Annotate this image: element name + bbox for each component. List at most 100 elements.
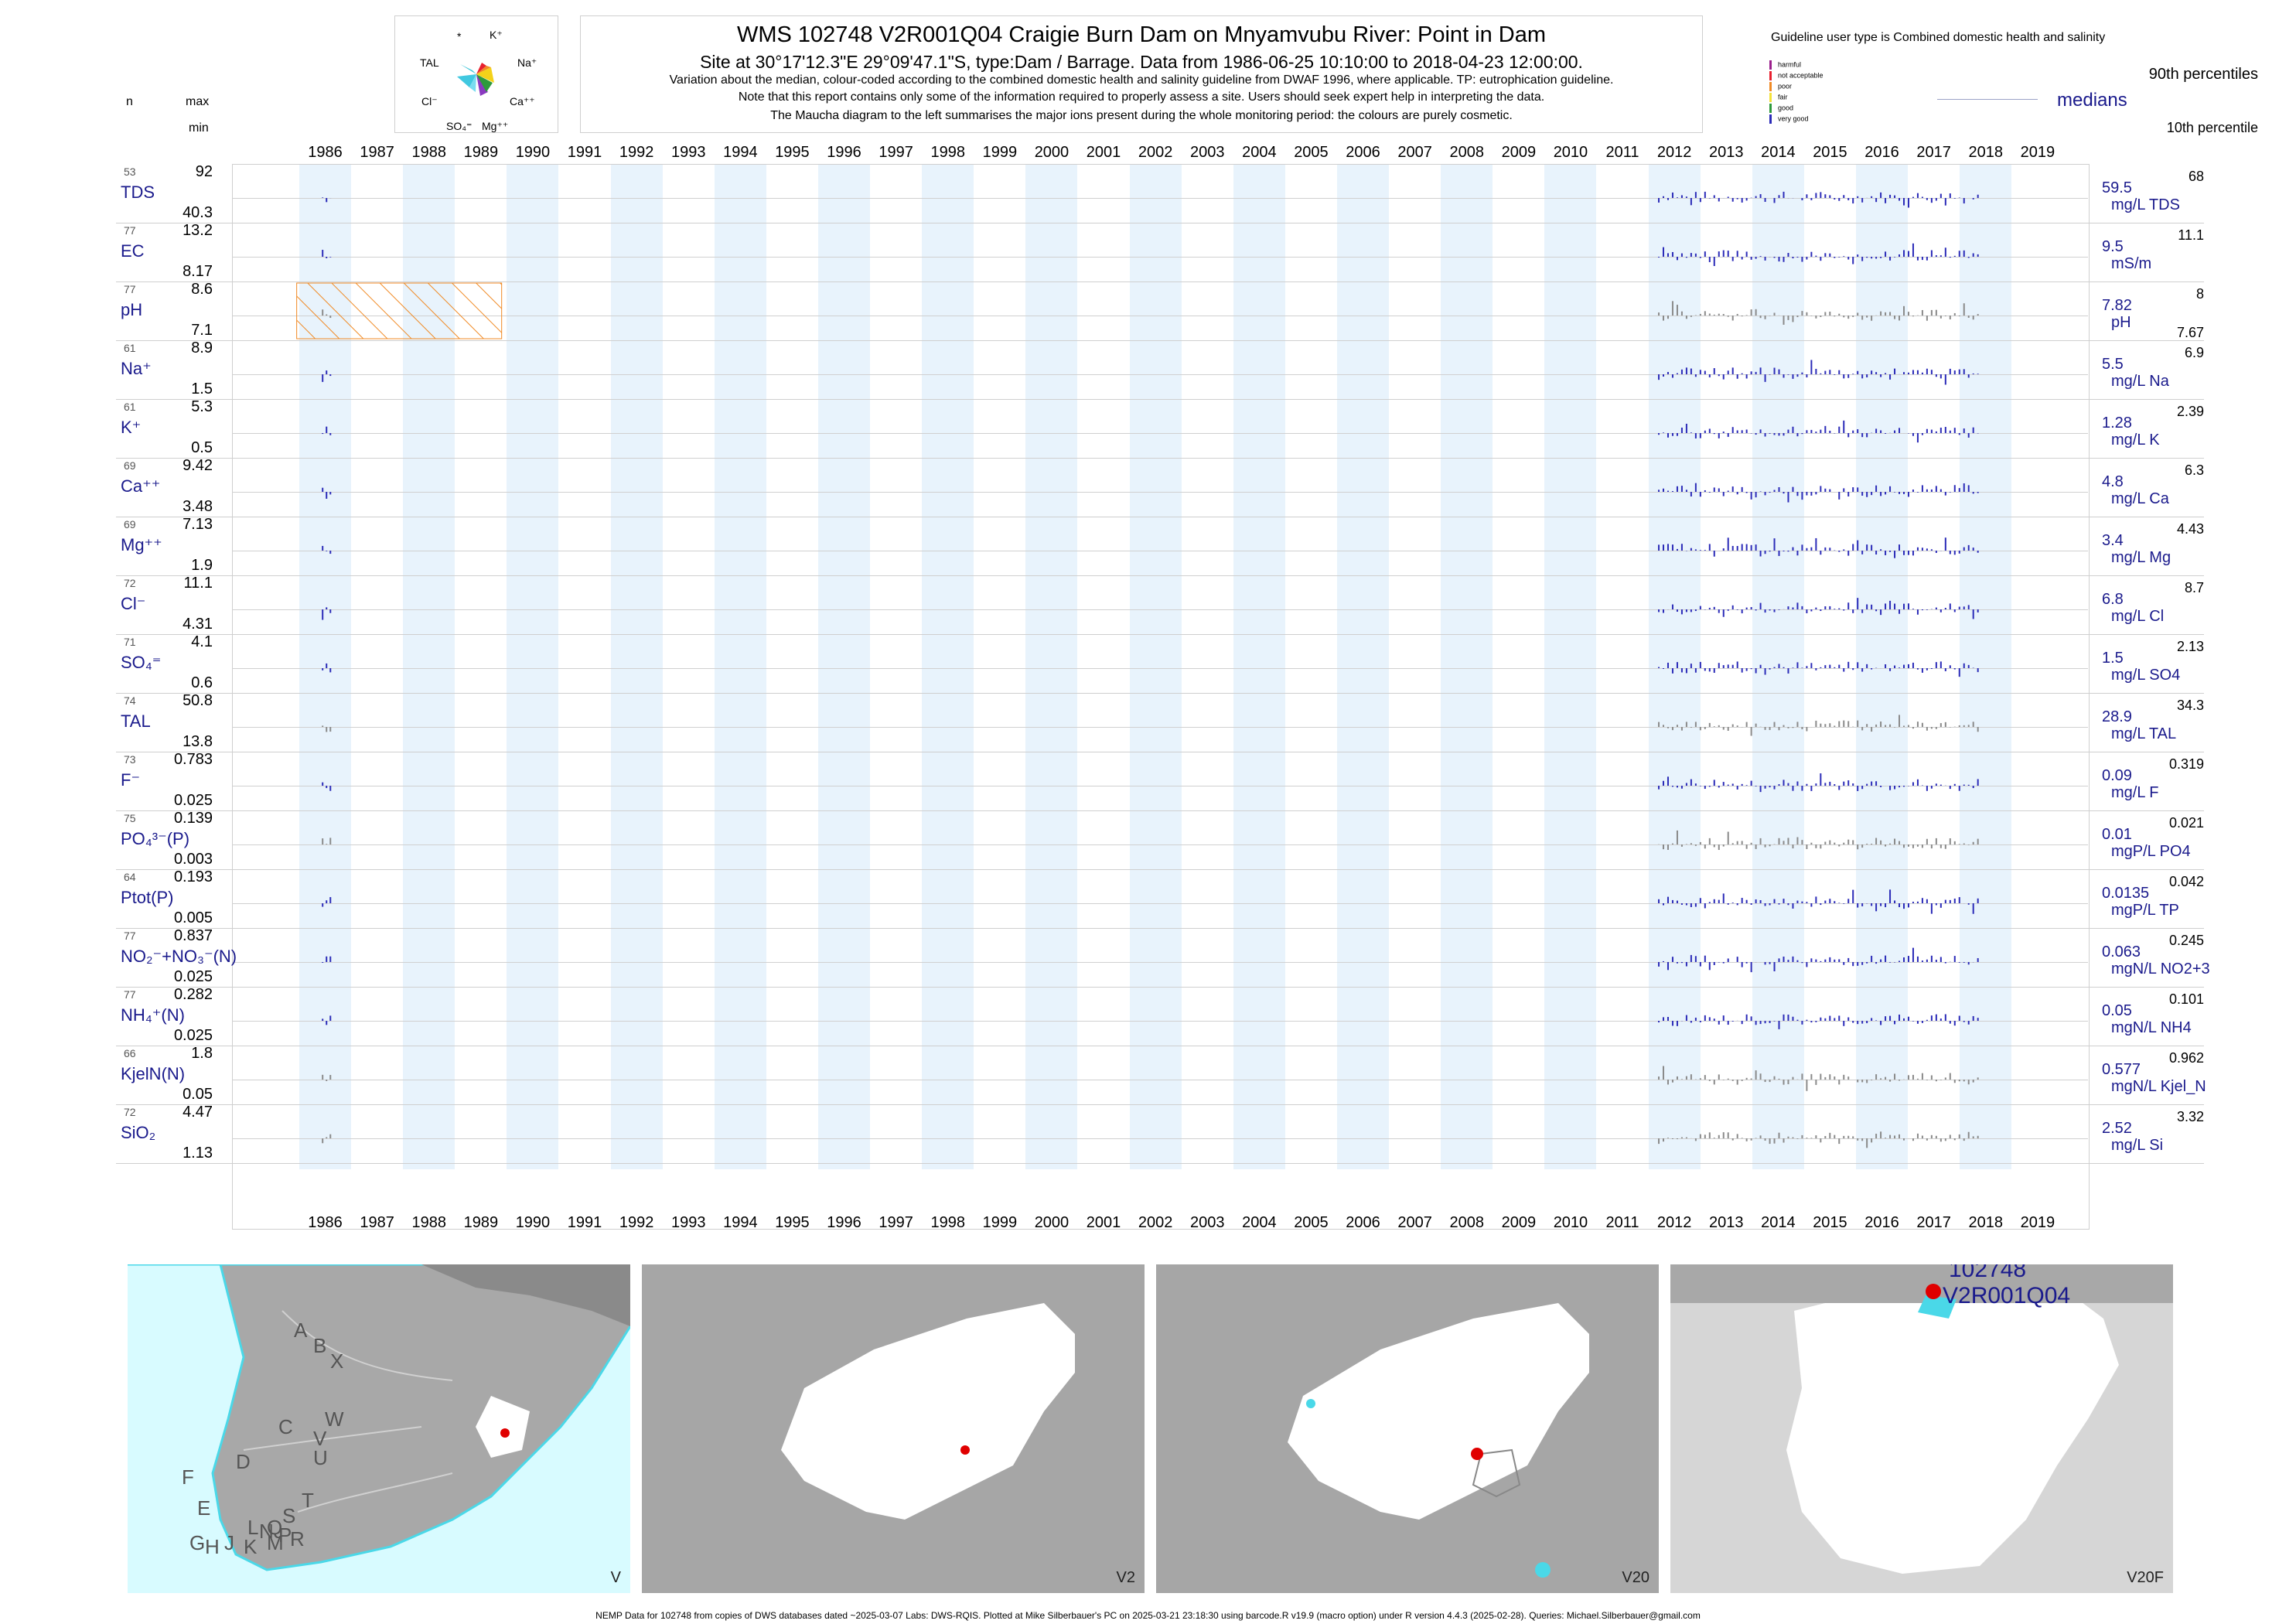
param-p90: 0.962	[2168, 1050, 2204, 1066]
param-unit: mgP/L TP	[2111, 902, 2179, 919]
year-tick-bottom: 2010	[1553, 1214, 1588, 1231]
param-unit: mg/L TDS	[2111, 196, 2180, 213]
param-n: 72	[124, 1106, 136, 1118]
year-tick-top: 2003	[1190, 144, 1225, 161]
year-tick-bottom: 1998	[930, 1214, 966, 1231]
note-line-2: Note that this report contains only some…	[738, 90, 1545, 104]
param-name: Cl⁻	[121, 594, 146, 613]
param-max: 7.13	[183, 516, 213, 533]
guideline-hatch	[296, 282, 503, 339]
map-region-letter: R	[290, 1527, 305, 1551]
year-tick-top: 2010	[1553, 144, 1588, 161]
param-max: 50.8	[183, 692, 213, 709]
footer-note: NEMP Data for 102748 from copies of DWS …	[595, 1610, 1701, 1621]
param-median: 1.28	[2102, 415, 2132, 432]
param-unit: mgN/L Kjel_N	[2111, 1078, 2206, 1095]
year-tick-top: 2019	[2020, 144, 2055, 161]
param-p90: 4.43	[2176, 521, 2204, 537]
param-name: Ptot(P)	[121, 888, 174, 907]
year-tick-bottom: 2002	[1138, 1214, 1173, 1231]
param-max: 4.47	[183, 1104, 213, 1121]
map-region-letter: E	[197, 1496, 211, 1520]
maucha-label-na: Na⁺	[517, 56, 537, 69]
legend-label: harmful	[1778, 60, 1802, 69]
param-n: 61	[124, 401, 136, 413]
param-min: 3.48	[183, 498, 213, 515]
param-p10: 7.67	[2176, 325, 2204, 340]
maucha-label-tal: TAL	[420, 56, 439, 69]
note-line-3: The Maucha diagram to the left summarise…	[770, 109, 1513, 122]
param-name: Na⁺	[121, 359, 152, 378]
map-v2: V2	[642, 1264, 1145, 1593]
map-region-letter: S	[282, 1504, 296, 1527]
param-n: 69	[124, 459, 136, 472]
param-n: 77	[124, 988, 136, 1001]
legend-level: good	[1769, 104, 1793, 113]
year-tick-top: 2005	[1294, 144, 1329, 161]
year-tick-bottom: 1994	[723, 1214, 758, 1231]
map-region-letter: P	[278, 1523, 292, 1547]
year-tick-top: 1991	[567, 144, 602, 161]
p10-label: 10th percentile	[2166, 120, 2258, 135]
param-unit: mgN/L NH4	[2111, 1019, 2192, 1036]
map-region-letter: C	[278, 1415, 293, 1438]
year-tick-top: 1989	[463, 144, 499, 161]
site-id-label: 102748	[1949, 1264, 2027, 1282]
param-median: 0.01	[2102, 826, 2132, 843]
param-n: 74	[124, 694, 136, 707]
year-tick-bottom: 2011	[1605, 1214, 1639, 1231]
param-p90: 0.042	[2168, 874, 2204, 889]
year-tick-top: 2013	[1709, 144, 1744, 161]
year-tick-bottom: 2012	[1656, 1214, 1692, 1231]
param-n: 69	[124, 518, 136, 531]
param-min: 4.31	[183, 616, 213, 633]
param-p90: 0.101	[2168, 991, 2204, 1007]
param-unit: pH	[2111, 314, 2131, 331]
row-separator	[116, 399, 2204, 400]
year-tick-bottom: 2000	[1034, 1214, 1070, 1231]
map-region-letter: B	[313, 1334, 327, 1357]
row-separator	[116, 1163, 2204, 1164]
map-v-shape	[128, 1264, 630, 1571]
year-tick-bottom: 2017	[1916, 1214, 1951, 1231]
param-unit: mg/L SO4	[2111, 667, 2181, 684]
map-region-letter: K	[244, 1535, 258, 1558]
param-name: K⁺	[121, 418, 142, 437]
legend-swatch	[1769, 93, 1772, 102]
year-tick-bottom: 2014	[1761, 1214, 1796, 1231]
param-name: pH	[121, 300, 143, 319]
param-max: 9.42	[183, 457, 213, 474]
year-tick-top: 2004	[1242, 144, 1277, 161]
param-unit: mg/L Si	[2111, 1137, 2164, 1154]
param-max: 8.6	[191, 281, 213, 298]
param-min: 0.5	[191, 439, 213, 456]
map-region-letter: X	[330, 1349, 344, 1373]
map-region-letter: N	[259, 1520, 274, 1543]
map-region-letter: H	[205, 1535, 220, 1558]
year-tick-bottom: 2016	[1864, 1214, 1899, 1231]
param-unit: mg/L K	[2111, 432, 2160, 449]
year-tick-top: 2012	[1656, 144, 1692, 161]
site-code-label: V2R001Q04	[1943, 1283, 2071, 1308]
param-min: 0.025	[173, 1027, 213, 1044]
year-tick-bottom: 1991	[567, 1214, 602, 1231]
param-min: 13.8	[183, 733, 213, 750]
param-name: PO₄³⁻(P)	[121, 829, 190, 848]
map-region-letter: F	[182, 1465, 194, 1489]
year-band	[610, 164, 663, 1169]
param-unit: mg/L Ca	[2111, 490, 2169, 507]
param-name: TAL	[121, 711, 151, 731]
param-p90: 8	[2195, 286, 2204, 302]
guideline-title: Guideline user type is Combined domestic…	[1771, 31, 2106, 44]
param-unit: mg/L F	[2111, 784, 2159, 801]
param-name: Mg⁺⁺	[121, 535, 162, 554]
legend-swatch	[1769, 60, 1772, 70]
year-tick-top: 2011	[1605, 144, 1639, 161]
year-band	[714, 164, 766, 1169]
map-region-letter: L	[247, 1516, 259, 1539]
year-tick-top: 2015	[1813, 144, 1847, 161]
row-baseline	[232, 962, 2088, 963]
param-max: 11.1	[183, 575, 213, 592]
param-min: 40.3	[183, 204, 213, 221]
